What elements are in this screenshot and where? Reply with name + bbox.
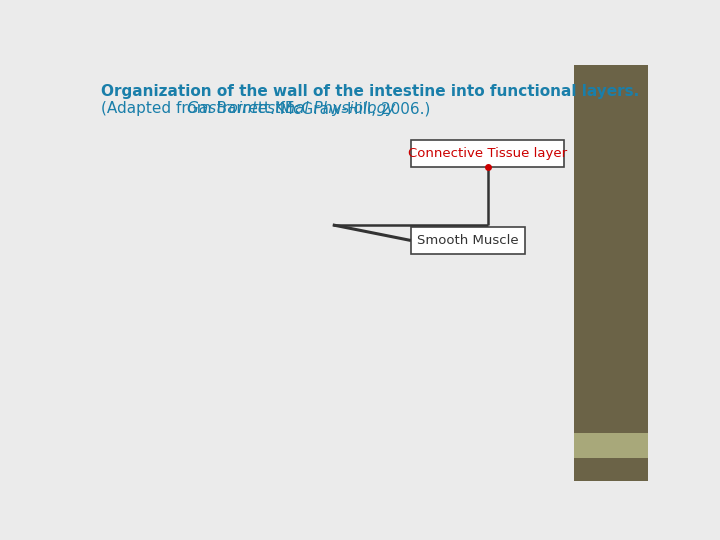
Bar (575, 65, 648, 433)
Text: . McGraw-Hill, 2006.): . McGraw-Hill, 2006.) (270, 102, 430, 117)
Text: Smooth Muscle: Smooth Muscle (417, 234, 519, 247)
Text: Connective Tissue layer: Connective Tissue layer (408, 147, 567, 160)
Text: Organization of the wall of the intestine into functional layers.: Organization of the wall of the intestin… (101, 84, 639, 98)
Text: (Adapted from Barrett KE:: (Adapted from Barrett KE: (101, 102, 305, 117)
Bar (575, 433, 648, 458)
Text: Gastrointestinal Physiology: Gastrointestinal Physiology (187, 102, 395, 117)
Bar (411, 227, 525, 254)
Bar (411, 140, 564, 167)
Bar (575, 458, 648, 481)
